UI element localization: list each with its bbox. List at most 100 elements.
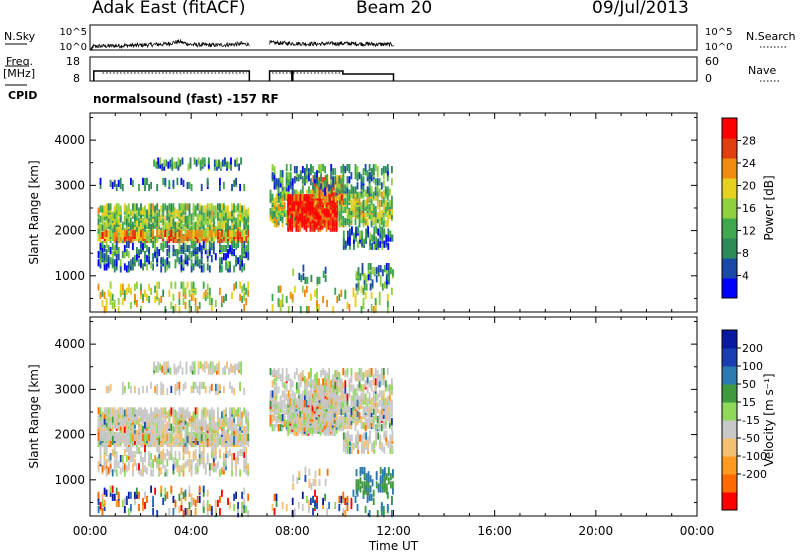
range-cell [127, 508, 130, 516]
range-cell [366, 209, 369, 218]
range-cell [279, 424, 282, 432]
range-cell [287, 398, 290, 406]
range-cell [194, 417, 197, 425]
range-cell [121, 433, 124, 441]
range-cell [287, 428, 290, 436]
range-cell [304, 393, 306, 401]
range-cell [275, 218, 278, 226]
range-cell [379, 265, 382, 273]
range-cell [99, 291, 102, 299]
range-cell [231, 215, 233, 223]
range-cell [200, 244, 203, 253]
range-cell [344, 240, 347, 248]
range-cell [313, 196, 316, 204]
range-cell [192, 263, 195, 271]
range-cell [363, 273, 366, 281]
range-cell [303, 404, 306, 412]
range-cell [174, 304, 177, 312]
range-cell [364, 393, 367, 401]
range-cell [361, 267, 364, 275]
range-cell [352, 393, 355, 401]
range-cell [277, 401, 280, 409]
range-cell [382, 420, 385, 428]
range-cell [180, 177, 183, 185]
range-cell [353, 242, 355, 250]
range-cell [365, 275, 368, 283]
range-cell [227, 217, 229, 225]
range-cell [225, 433, 227, 441]
range-cell [319, 206, 322, 214]
range-cell [180, 244, 183, 253]
range-cell [234, 159, 237, 167]
range-cell [111, 242, 114, 251]
range-cell [311, 194, 314, 202]
range-cell [310, 274, 313, 282]
range-cell [325, 400, 328, 408]
range-cell [142, 263, 144, 271]
range-cell [247, 223, 250, 231]
range-cell [162, 453, 165, 461]
range-cell [199, 361, 202, 369]
range-cell [367, 267, 370, 275]
range-cell [221, 427, 223, 435]
range-cell [335, 196, 338, 204]
range-cell [327, 418, 330, 426]
range-cell [311, 420, 314, 428]
range-cell [279, 285, 282, 293]
range-cell [125, 215, 128, 223]
range-cell [206, 453, 209, 461]
range-cell [164, 177, 167, 185]
range-cell [164, 215, 167, 223]
range-cell [219, 417, 221, 425]
range-cell [166, 205, 169, 213]
range-cell [366, 418, 369, 426]
range-cell [291, 216, 294, 224]
range-cell [237, 435, 240, 443]
range-cell [358, 209, 361, 218]
range-cell [319, 196, 322, 204]
range-cell [204, 433, 207, 441]
range-cell [313, 208, 316, 216]
range-cell [243, 205, 246, 213]
range-cell [356, 287, 359, 295]
range-cell [329, 402, 332, 410]
range-cell [235, 457, 238, 465]
range-cell [334, 287, 337, 295]
range-cell [362, 205, 365, 213]
range-cell [176, 255, 179, 263]
range-cell [352, 186, 355, 194]
range-cell [178, 291, 181, 299]
range-cell [127, 261, 130, 269]
range-cell [243, 229, 246, 237]
range-cell [160, 425, 163, 433]
range-cell [350, 199, 353, 207]
range-cell [234, 363, 237, 371]
range-cell [105, 407, 108, 415]
range-cell [111, 429, 114, 437]
range-cell [200, 205, 203, 213]
range-cell [121, 283, 124, 291]
range-cell [348, 220, 351, 228]
range-cell [223, 409, 225, 417]
range-cell [162, 203, 165, 211]
range-cell [231, 407, 233, 415]
range-cell [321, 216, 324, 224]
range-cell [200, 433, 203, 441]
range-cell [333, 410, 336, 418]
range-cell [219, 287, 221, 295]
range-cell [327, 410, 330, 418]
range-cell [168, 508, 171, 516]
range-cell [273, 197, 276, 205]
range-cell [146, 217, 148, 225]
range-cell [138, 437, 140, 446]
range-cell [132, 425, 134, 433]
range-cell [243, 459, 246, 467]
range-cell [134, 429, 136, 437]
range-cell [303, 212, 306, 220]
range-cell [327, 400, 330, 408]
range-cell [198, 213, 201, 221]
range-cell [330, 176, 333, 184]
range-cell [371, 242, 374, 250]
range-cell [357, 267, 360, 275]
range-cell [165, 365, 168, 373]
